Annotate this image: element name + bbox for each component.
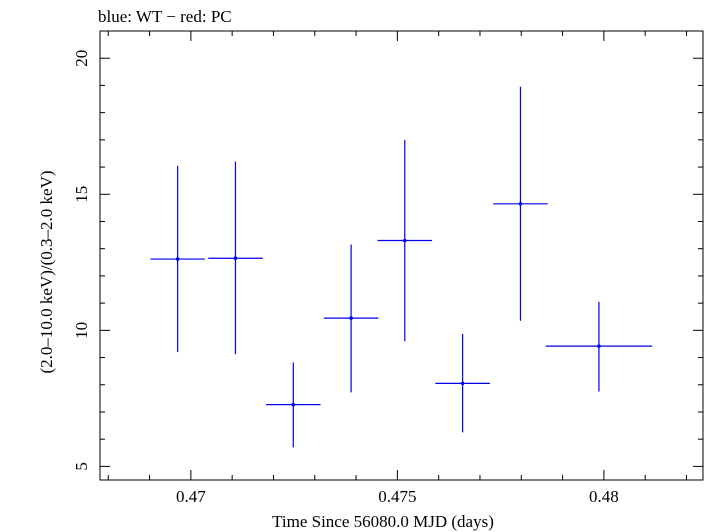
point-marker (597, 344, 601, 348)
y-tick-label: 20 (72, 50, 91, 67)
x-axis-label: Time Since 56080.0 MJD (days) (272, 512, 494, 531)
point-marker (233, 256, 238, 261)
data-point (208, 161, 263, 355)
chart-title: blue: WT − red: PC (98, 7, 232, 26)
x-tick-label: 0.48 (589, 487, 619, 506)
point-marker (403, 238, 407, 243)
point-marker (460, 381, 465, 386)
point-marker (518, 201, 523, 206)
data-point (323, 244, 379, 393)
data-point (266, 362, 321, 448)
x-tick-label: 0.47 (176, 487, 206, 506)
point-marker (175, 257, 180, 261)
data-series (150, 86, 653, 448)
data-point (545, 301, 653, 392)
data-point (493, 86, 548, 321)
data-point (150, 165, 205, 353)
x-tick-label: 0.475 (378, 487, 416, 506)
y-axis-ticks: 5 10 15 20 (72, 30, 703, 471)
y-tick-label: 10 (72, 322, 91, 339)
y-axis-label: (2.0–10.0 keV)/(0.3–2.0 keV) (37, 170, 56, 373)
point-marker (291, 402, 296, 407)
data-point (435, 333, 490, 433)
point-marker (349, 316, 353, 320)
data-point (377, 139, 433, 342)
plot-frame (99, 30, 704, 481)
y-tick-label: 15 (72, 186, 91, 203)
x-axis-ticks: 0.47 0.475 0.48 (107, 31, 687, 506)
y-tick-label: 5 (72, 462, 91, 471)
